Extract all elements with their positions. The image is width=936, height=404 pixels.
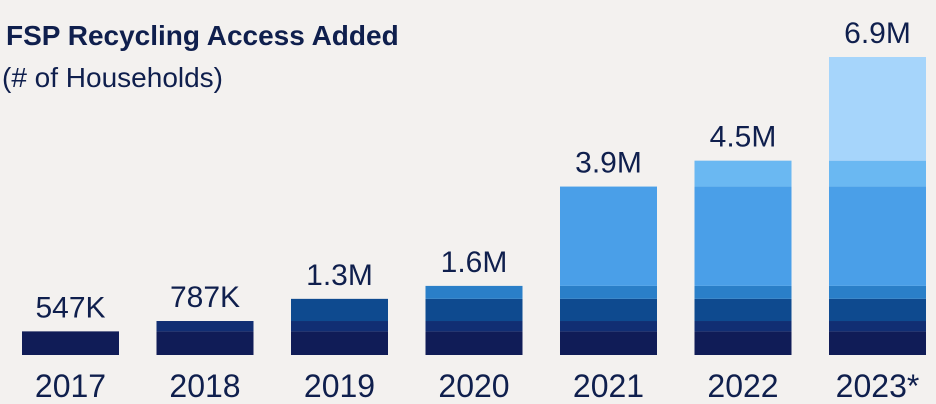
bar-segment-2023-2 xyxy=(829,298,926,322)
bar-segment-2023-1 xyxy=(829,321,926,332)
x-tick-label: 2020 xyxy=(438,368,509,404)
bar-segment-2022-0 xyxy=(694,331,792,355)
x-tick-label: 2019 xyxy=(304,368,375,404)
bar-segment-2023-5 xyxy=(829,160,926,187)
bar-segment-2022-2 xyxy=(694,298,792,322)
bar-segment-2018-1 xyxy=(156,321,254,332)
bar-segment-2020-3 xyxy=(425,285,523,299)
value-label: 3.9M xyxy=(575,147,642,180)
value-label: 6.9M xyxy=(844,17,911,50)
value-label: 1.3M xyxy=(306,259,373,292)
bar-segment-2021-1 xyxy=(560,321,657,332)
bar-segment-2017-0 xyxy=(22,331,119,355)
bar-segment-2021-2 xyxy=(560,298,657,322)
x-tick-label: 2023* xyxy=(836,368,920,404)
bar-segment-2020-2 xyxy=(425,298,523,322)
value-label: 4.5M xyxy=(710,121,777,154)
bar-segment-2022-4 xyxy=(694,186,792,286)
bar-segment-2019-1 xyxy=(291,321,388,332)
bar-segment-2021-4 xyxy=(560,186,657,286)
bar-segment-2019-0 xyxy=(291,331,388,355)
bar-segment-2022-3 xyxy=(694,285,792,299)
bar-segment-2018-0 xyxy=(156,331,254,355)
bar-segment-2020-0 xyxy=(425,331,523,355)
x-tick-label: 2017 xyxy=(35,368,106,404)
bar-segment-2022-1 xyxy=(694,321,792,332)
value-label: 1.6M xyxy=(441,246,508,279)
bar-segment-2021-3 xyxy=(560,285,657,299)
bar-segment-2020-1 xyxy=(425,321,523,332)
bar-segment-2023-3 xyxy=(829,285,926,299)
chart-title: FSP Recycling Access Added xyxy=(6,20,399,51)
bar-segment-2021-0 xyxy=(560,331,657,355)
bar-segment-2023-0 xyxy=(829,331,926,355)
value-label: 547K xyxy=(35,291,105,324)
x-tick-label: 2021 xyxy=(573,368,644,404)
bar-segment-2022-5 xyxy=(694,160,792,187)
x-tick-label: 2018 xyxy=(169,368,240,404)
chart-subtitle: (# of Households) xyxy=(2,62,224,93)
bar-segment-2023-6 xyxy=(829,57,926,161)
bar-segment-2019-2 xyxy=(291,298,388,322)
bar-segment-2023-4 xyxy=(829,186,926,286)
x-tick-label: 2022 xyxy=(707,368,778,404)
value-label: 787K xyxy=(170,281,240,314)
